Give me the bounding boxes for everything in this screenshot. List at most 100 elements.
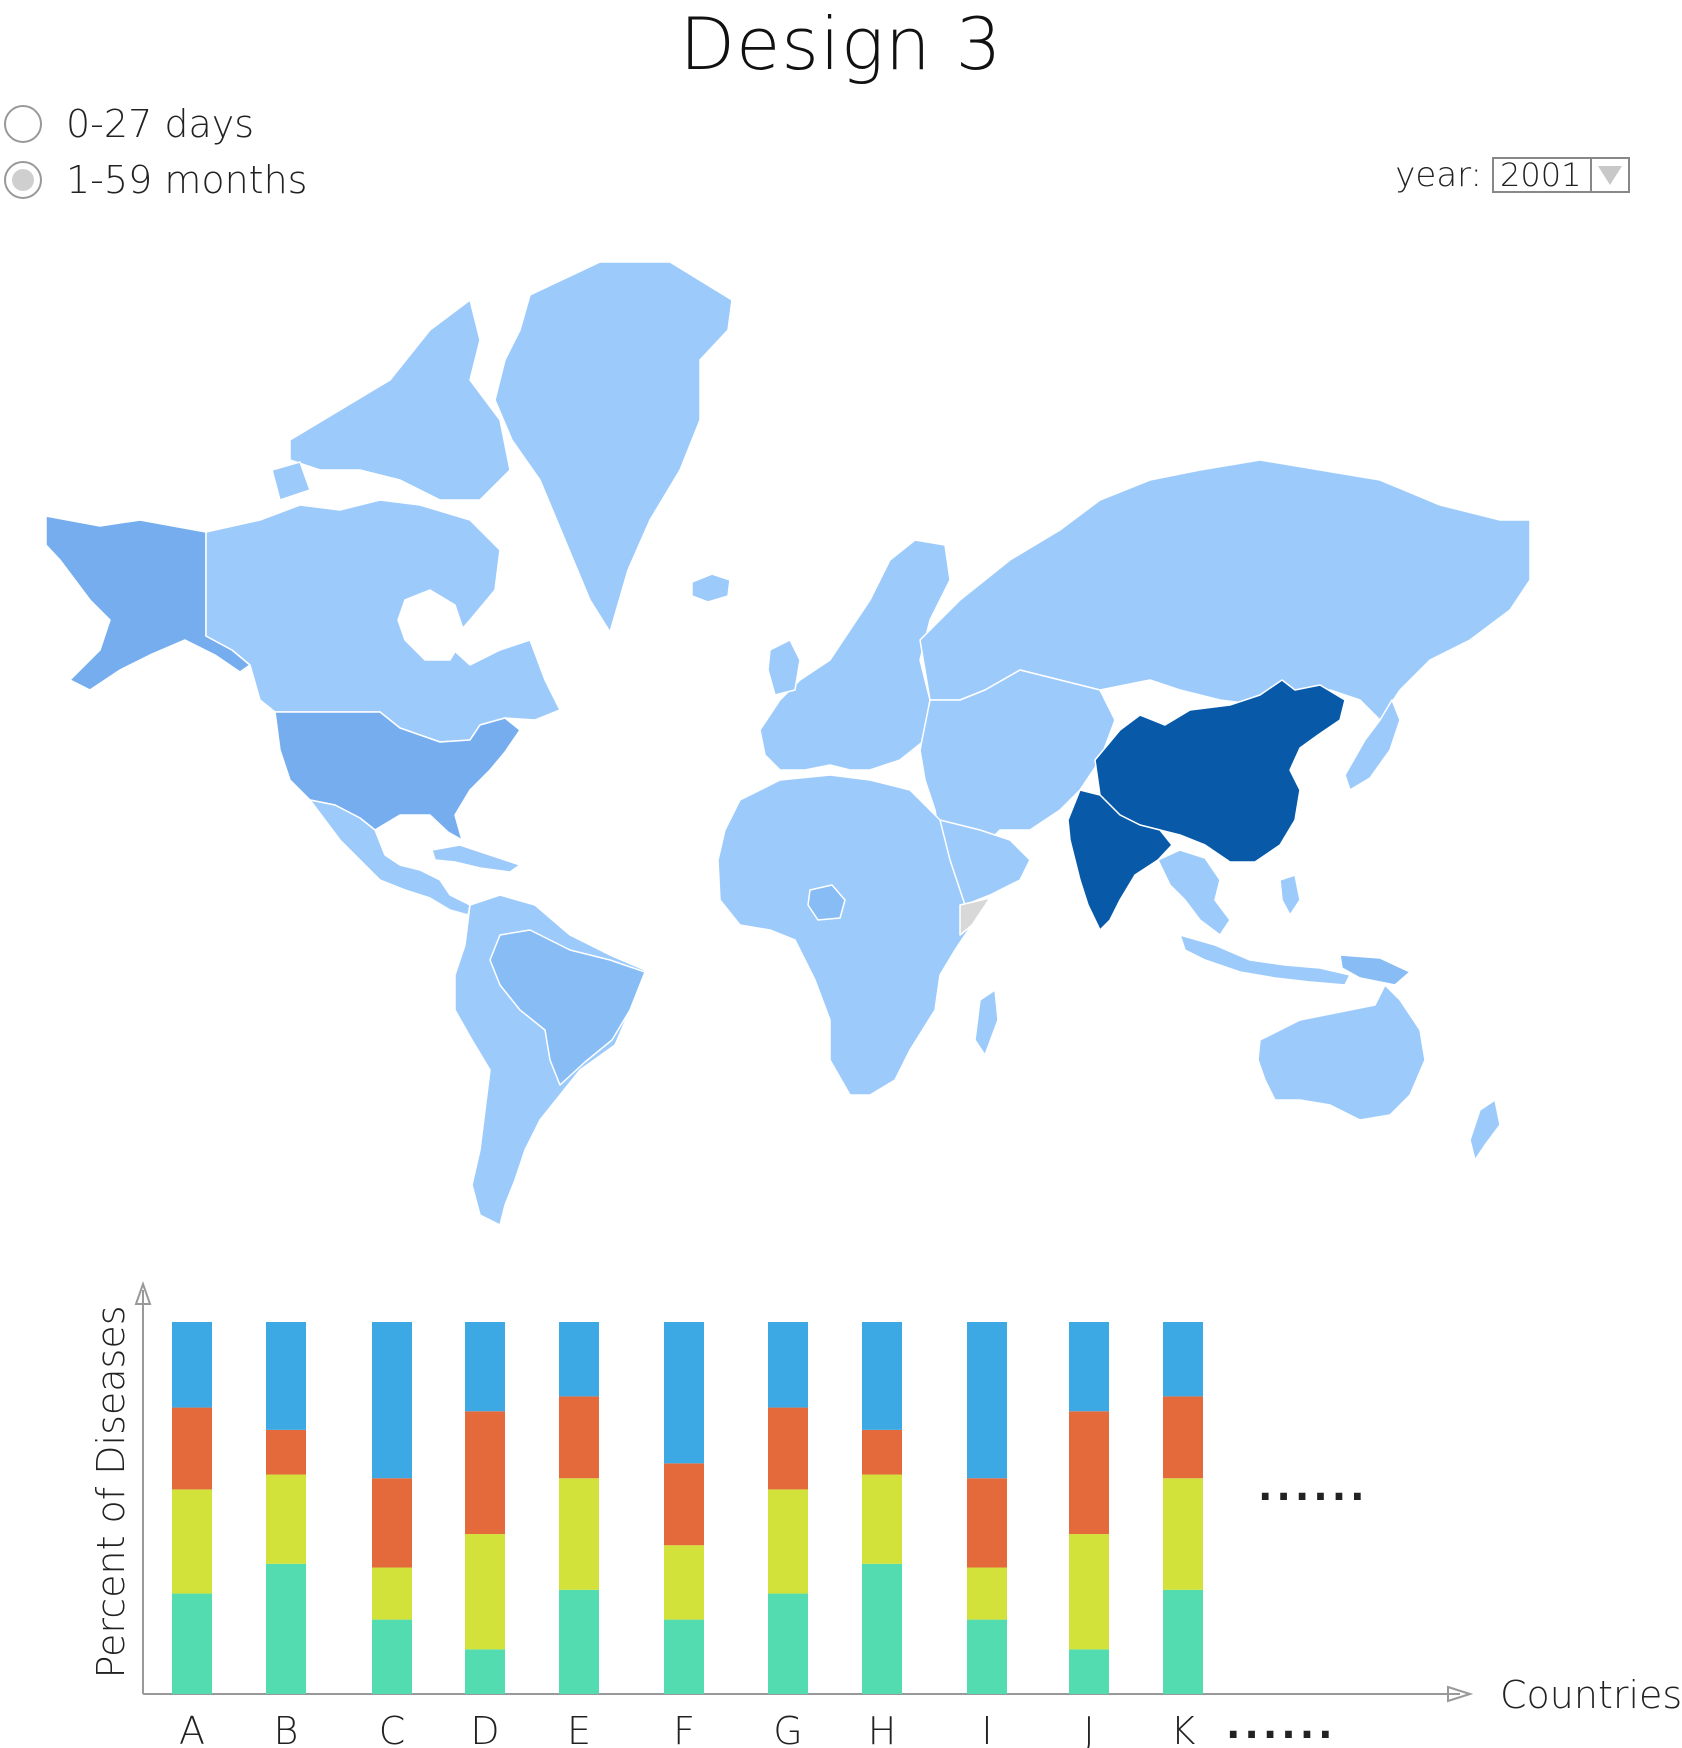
- region-canada[interactable]: [205, 499, 561, 743]
- radio-checked-icon[interactable]: [4, 161, 42, 199]
- bar-segment-B-3[interactable]: [266, 1322, 306, 1430]
- bar-segment-C-3[interactable]: [372, 1322, 412, 1479]
- bar-segment-E-2[interactable]: [559, 1396, 599, 1479]
- bar-segment-G-0[interactable]: [768, 1593, 808, 1694]
- bar-segment-J-1[interactable]: [1069, 1534, 1109, 1650]
- bar-segment-C-0[interactable]: [372, 1619, 412, 1694]
- bar-segment-K-2[interactable]: [1163, 1396, 1203, 1479]
- region-uk[interactable]: [767, 639, 801, 696]
- region-central-asia[interactable]: [919, 669, 1116, 861]
- radio-unchecked-icon[interactable]: [4, 105, 42, 143]
- age-filter: 0-27 days 1-59 months: [4, 96, 307, 208]
- x-tick-label: D: [470, 1709, 499, 1748]
- bar-segment-H-1[interactable]: [862, 1474, 902, 1564]
- bar-segment-G-1[interactable]: [768, 1489, 808, 1594]
- region-caribbean[interactable]: [431, 844, 521, 873]
- region-new-guinea[interactable]: [1339, 954, 1411, 986]
- bar-segment-B-2[interactable]: [266, 1429, 306, 1475]
- x-tick-label: A: [179, 1709, 205, 1748]
- x-tick-label: B: [274, 1709, 299, 1748]
- bar-segment-B-0[interactable]: [266, 1563, 306, 1694]
- year-dropdown[interactable]: 2001: [1492, 156, 1630, 194]
- page-title: Design 3: [679, 2, 1003, 86]
- bar-segment-G-2[interactable]: [768, 1407, 808, 1490]
- year-value: 2001: [1500, 156, 1582, 194]
- x-axis-arrow-icon: [1447, 1685, 1474, 1703]
- region-greenland[interactable]: [494, 261, 733, 633]
- region-southeast-asia[interactable]: [1157, 849, 1231, 936]
- bar-segment-A-0[interactable]: [172, 1593, 212, 1694]
- bar-segment-B-1[interactable]: [266, 1474, 306, 1564]
- radio-label: 1-59 months: [66, 158, 308, 202]
- x-tick-label: I: [981, 1709, 992, 1748]
- bar-segment-F-3[interactable]: [664, 1322, 704, 1464]
- radio-label: 0-27 days: [66, 102, 255, 146]
- region-japan[interactable]: [1344, 699, 1401, 791]
- y-axis: Percent of Diseases: [89, 1280, 152, 1694]
- bar-segment-H-0[interactable]: [862, 1563, 902, 1694]
- bar-segment-D-3[interactable]: [465, 1322, 505, 1412]
- region-nigeria[interactable]: [807, 884, 846, 921]
- year-label: year:: [1395, 155, 1482, 195]
- triangle-down-icon[interactable]: [1590, 159, 1628, 191]
- ticks-ellipsis: ......: [1226, 1703, 1337, 1747]
- region-arctic-islands[interactable]: [271, 461, 311, 501]
- bars: [172, 1322, 1203, 1694]
- bar-segment-K-3[interactable]: [1163, 1322, 1203, 1397]
- bar-segment-A-3[interactable]: [172, 1322, 212, 1408]
- bar-segment-J-2[interactable]: [1069, 1411, 1109, 1535]
- y-axis-label: Percent of Diseases: [89, 1305, 133, 1678]
- bar-segment-C-1[interactable]: [372, 1567, 412, 1620]
- region-somalia[interactable]: [959, 897, 991, 936]
- bar-segment-I-3[interactable]: [967, 1322, 1007, 1479]
- hudson-bay: [397, 589, 466, 661]
- radio-0-27-days[interactable]: 0-27 days: [4, 96, 307, 152]
- x-tick-labels: A B C D E F G H I J K: [179, 1709, 1196, 1748]
- bars-ellipsis: ......: [1258, 1465, 1369, 1509]
- bar-segment-I-0[interactable]: [967, 1619, 1007, 1694]
- bar-segment-A-1[interactable]: [172, 1489, 212, 1594]
- region-iceland[interactable]: [691, 573, 731, 603]
- region-brazil[interactable]: [489, 929, 646, 1086]
- region-india[interactable]: [1067, 789, 1173, 931]
- bar-segment-A-2[interactable]: [172, 1407, 212, 1490]
- world-map[interactable]: [0, 230, 1682, 1240]
- region-madagascar[interactable]: [974, 989, 999, 1056]
- stacked-bar-chart: Percent of Diseases Countries A B C D E F G H I J…: [89, 1280, 1682, 1748]
- region-china[interactable]: [1094, 679, 1346, 863]
- x-tick-label: J: [1083, 1709, 1094, 1748]
- bar-segment-D-0[interactable]: [465, 1649, 505, 1694]
- year-selector: year: 2001: [1395, 155, 1630, 195]
- region-usa[interactable]: [274, 711, 521, 841]
- region-arctic-islands[interactable]: [289, 299, 511, 501]
- x-tick-label: C: [379, 1709, 406, 1748]
- bar-segment-E-1[interactable]: [559, 1478, 599, 1590]
- bar-segment-F-2[interactable]: [664, 1463, 704, 1546]
- region-africa[interactable]: [717, 774, 976, 1096]
- region-australia[interactable]: [1257, 984, 1426, 1121]
- bar-segment-J-0[interactable]: [1069, 1649, 1109, 1694]
- bar-segment-H-3[interactable]: [862, 1322, 902, 1430]
- bar-segment-F-0[interactable]: [664, 1619, 704, 1694]
- x-tick-label: F: [673, 1709, 695, 1748]
- bar-segment-K-0[interactable]: [1163, 1589, 1203, 1694]
- region-philippines[interactable]: [1279, 874, 1301, 916]
- bar-segment-D-1[interactable]: [465, 1534, 505, 1650]
- x-axis-label: Countries: [1500, 1673, 1682, 1717]
- region-indonesia[interactable]: [1179, 934, 1351, 986]
- x-tick-label: E: [567, 1709, 591, 1748]
- bar-segment-C-2[interactable]: [372, 1478, 412, 1568]
- region-new-zealand[interactable]: [1469, 1099, 1501, 1161]
- bar-segment-E-3[interactable]: [559, 1322, 599, 1397]
- bar-segment-G-3[interactable]: [768, 1322, 808, 1408]
- bar-segment-I-1[interactable]: [967, 1567, 1007, 1620]
- radio-1-59-months[interactable]: 1-59 months: [4, 152, 307, 208]
- bar-segment-E-0[interactable]: [559, 1589, 599, 1694]
- bar-segment-F-1[interactable]: [664, 1545, 704, 1620]
- bar-segment-H-2[interactable]: [862, 1429, 902, 1475]
- bar-segment-I-2[interactable]: [967, 1478, 1007, 1568]
- bar-segment-J-3[interactable]: [1069, 1322, 1109, 1412]
- bar-segment-D-2[interactable]: [465, 1411, 505, 1535]
- bar-segment-K-1[interactable]: [1163, 1478, 1203, 1590]
- x-tick-label: H: [868, 1709, 897, 1748]
